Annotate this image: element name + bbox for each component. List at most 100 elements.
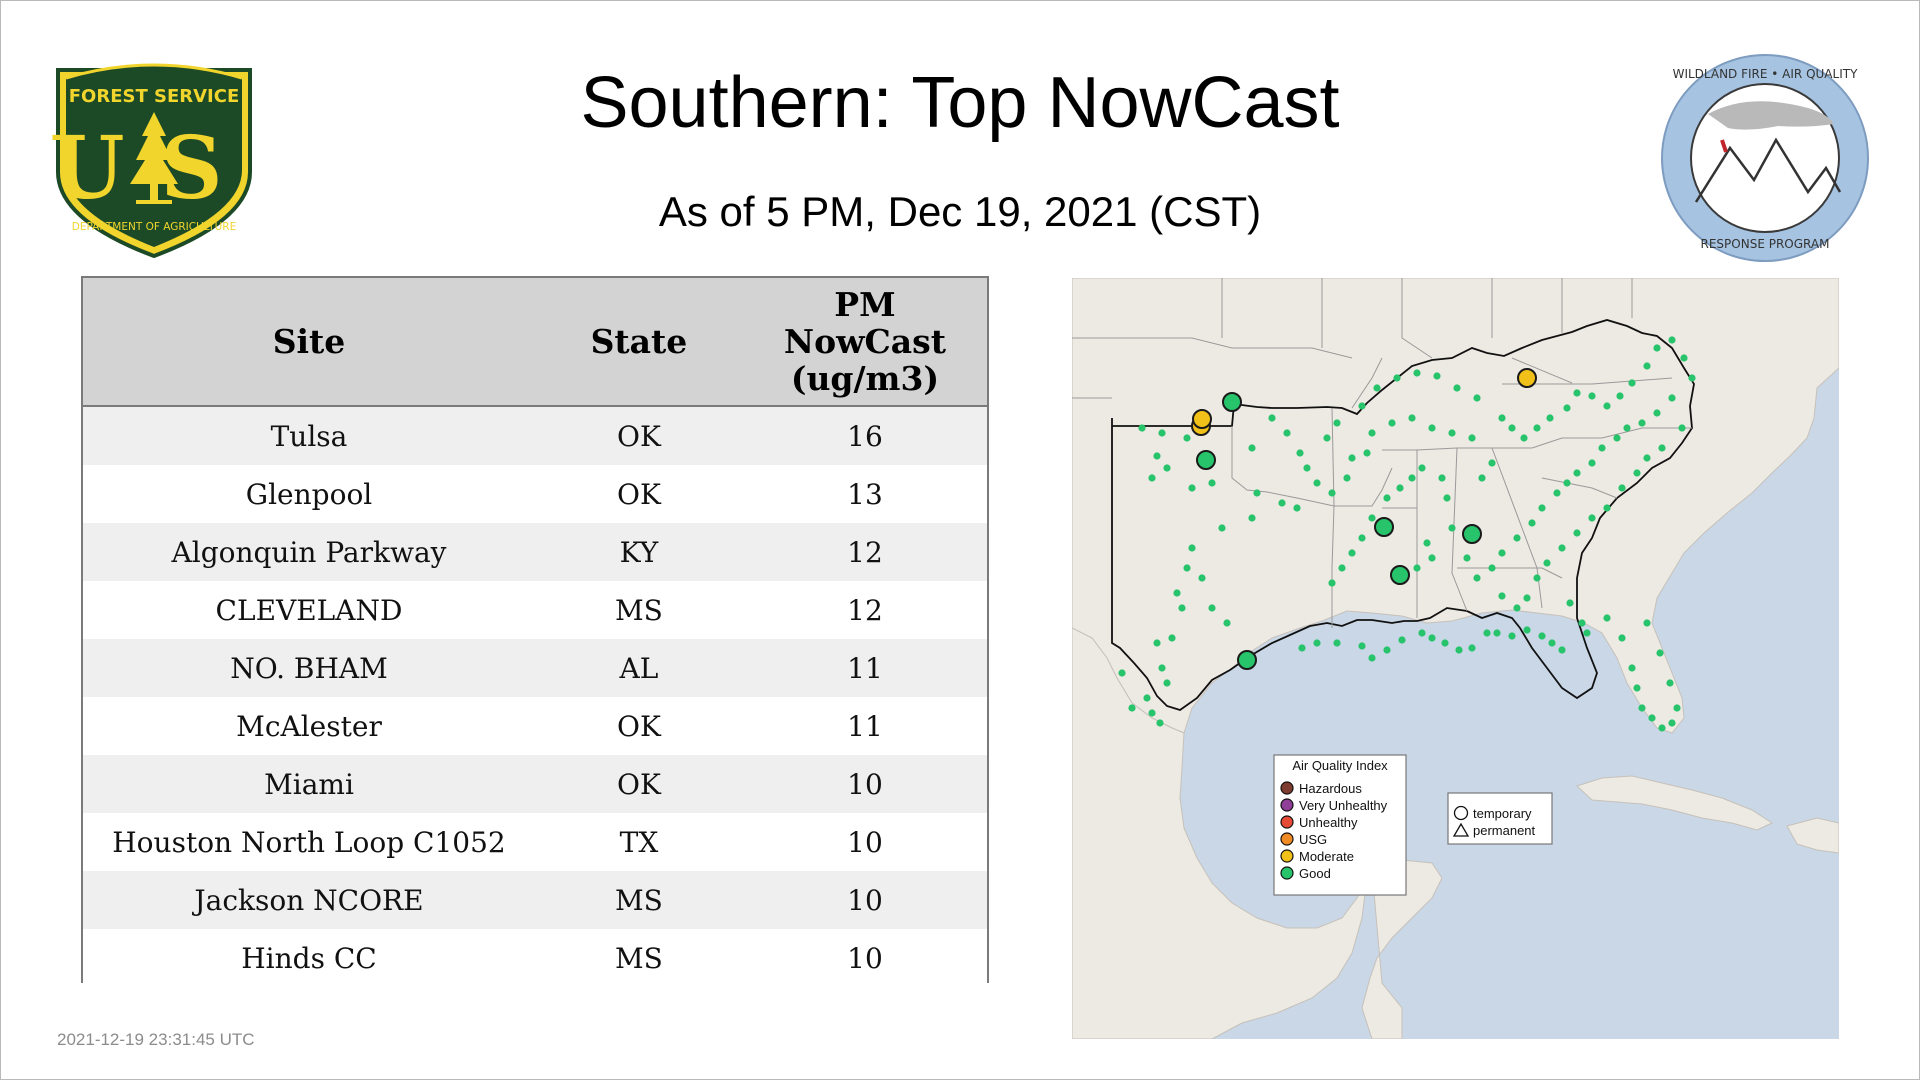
monitor-dot-good (1566, 599, 1574, 607)
monitor-dot-good (1428, 554, 1436, 562)
monitor-dot-good (1453, 384, 1461, 392)
monitor-dot-good (1666, 679, 1674, 687)
monitor-dot-good (1468, 644, 1476, 652)
site-marker-good (1462, 524, 1482, 544)
header-pm-line1: PM (834, 285, 896, 324)
monitor-dot-good (1473, 574, 1481, 582)
monitor-dot-good (1143, 694, 1151, 702)
monitor-dot-good (1183, 434, 1191, 442)
shape-legend: temporary permanent (1447, 792, 1553, 845)
aqi-legend: Air Quality Index Hazardous Very Unhealt… (1273, 754, 1407, 896)
header-pm-nowcast: PM NowCast (ug/m3) (742, 278, 987, 407)
table-row: Algonquin Parkway KY 12 (83, 523, 987, 581)
cell-pm: 10 (742, 813, 987, 871)
monitor-dot-good (1333, 419, 1341, 427)
monitor-dot-good (1455, 646, 1463, 654)
monitor-dot-good (1563, 479, 1571, 487)
monitor-dot-good (1523, 594, 1531, 602)
monitor-dot-good (1448, 429, 1456, 437)
monitor-dot-good (1543, 559, 1551, 567)
monitor-dot-good (1218, 524, 1226, 532)
cell-pm: 11 (742, 697, 987, 755)
monitor-dot-good (1248, 514, 1256, 522)
pine-tree-icon (130, 112, 178, 204)
logo-fs-bottom-text: DEPARTMENT OF AGRICULTURE (72, 221, 236, 233)
monitor-dot-good (1468, 434, 1476, 442)
site-marker-good (1390, 565, 1410, 585)
monitor-dot-good (1313, 479, 1321, 487)
monitor-dot-good (1448, 524, 1456, 532)
monitor-dot-good (1528, 519, 1536, 527)
monitor-dot-good (1128, 704, 1136, 712)
site-marker-good (1237, 650, 1257, 670)
monitor-dot-good (1680, 354, 1688, 362)
monitor-dot-good (1498, 549, 1506, 557)
monitor-dot-good (1603, 614, 1611, 622)
monitor-dot-good (1493, 629, 1501, 637)
monitor-dot-good (1398, 636, 1406, 644)
monitor-dot-good (1293, 504, 1301, 512)
cell-state: MS (535, 929, 743, 987)
monitor-dot-good (1408, 414, 1416, 422)
monitor-dot-good (1483, 629, 1491, 637)
monitor-dot-good (1393, 374, 1401, 382)
monitor-dot-good (1418, 629, 1426, 637)
monitor-dot-good (1538, 632, 1546, 640)
legend-item-very-unhealthy: Very Unhealthy (1280, 798, 1388, 813)
region-outline (1111, 319, 1695, 711)
monitor-dot-good (1678, 424, 1686, 432)
monitor-dot-good (1283, 429, 1291, 437)
header-site: Site (83, 278, 535, 407)
monitor-dot-good (1508, 424, 1516, 432)
header-pm-line3: (ug/m3) (790, 359, 940, 398)
monitor-dot-good (1373, 384, 1381, 392)
monitor-dot-good (1583, 629, 1591, 637)
cell-site: Hinds CC (83, 929, 535, 987)
cell-state: KY (535, 523, 743, 581)
cell-state: OK (535, 755, 743, 813)
monitor-dot-good (1558, 544, 1566, 552)
monitor-dot-good (1513, 534, 1521, 542)
cell-pm: 16 (742, 406, 987, 465)
legend-label: Good (1299, 866, 1331, 881)
monitor-dot-good (1303, 464, 1311, 472)
monitor-dot-good (1638, 704, 1646, 712)
monitor-dot-good (1138, 424, 1146, 432)
monitor-dot-good (1368, 654, 1376, 662)
cell-pm: 11 (742, 639, 987, 697)
monitor-dot-good (1633, 684, 1641, 692)
monitor-dot-good (1358, 534, 1366, 542)
header-state: State (535, 278, 743, 407)
cell-site: CLEVELAND (83, 581, 535, 639)
cell-site: Algonquin Parkway (83, 523, 535, 581)
cell-site: NO. BHAM (83, 639, 535, 697)
cell-pm: 10 (742, 929, 987, 987)
nowcast-table: Site State PM NowCast (ug/m3) Tulsa OK 16 … (81, 276, 989, 987)
table-row: NO. BHAM AL 11 (83, 639, 987, 697)
table-row: Glenpool OK 13 (83, 465, 987, 523)
monitor-dot-good (1588, 459, 1596, 467)
cell-state: OK (535, 697, 743, 755)
legend-title: Air Quality Index (1292, 758, 1388, 773)
cell-state: MS (535, 871, 743, 929)
cell-pm: 10 (742, 871, 987, 929)
monitor-dot-good (1573, 389, 1581, 397)
monitor-dot-good (1488, 459, 1496, 467)
monitor-dot-good (1208, 604, 1216, 612)
monitor-dot-good (1656, 649, 1664, 657)
legend-item-permanent: permanent (1452, 822, 1536, 838)
page-title: Southern: Top NowCast (580, 63, 1340, 143)
legend-item-temporary: temporary (1453, 805, 1532, 821)
monitor-dot-good (1168, 634, 1176, 642)
legend-label: Moderate (1299, 849, 1354, 864)
monitor-dot-good (1616, 392, 1624, 400)
cell-state: OK (535, 406, 743, 465)
monitor-dot-good (1188, 484, 1196, 492)
cell-site: Houston North Loop C1052 (83, 813, 535, 871)
monitor-dot-good (1668, 394, 1676, 402)
good-monitor-dots (1118, 336, 1696, 732)
monitor-dot-good (1538, 504, 1546, 512)
monitor-dot-good (1463, 554, 1471, 562)
monitor-dot-good (1188, 544, 1196, 552)
monitor-dot-good (1438, 474, 1446, 482)
